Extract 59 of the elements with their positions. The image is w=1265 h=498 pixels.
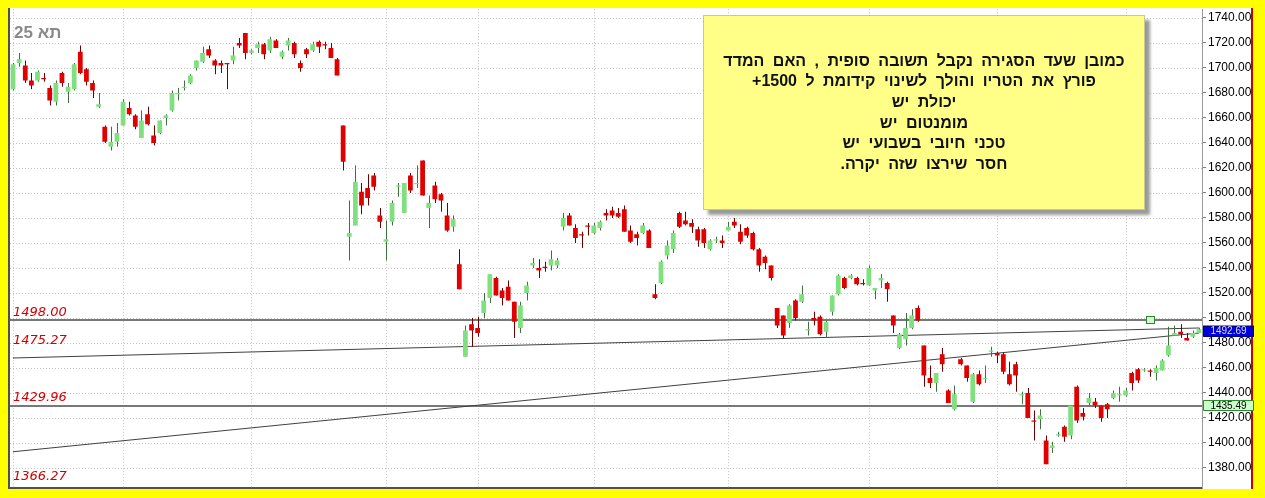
y-tick-label: 1540.00 [1208,260,1252,275]
candlestick [47,84,53,106]
candlestick [524,281,529,301]
y-tick-label: 1640.00 [1208,135,1252,150]
candlestick [139,109,144,139]
candlestick [829,294,835,316]
candlestick [835,273,841,296]
candlestick [145,106,150,126]
y-tick-label: 1580.00 [1208,210,1252,225]
candlestick [481,292,487,319]
y-tick-label: 1420.00 [1208,410,1252,425]
candlestick [952,384,957,411]
candlestick [793,298,798,321]
candlestick [518,301,523,334]
note-card: כמובן שעד הסגירה נקבל תשובה סופית , האם המדד פורץ את הטריו והולך לשינוי קידומת ל 1500+ יכולת יש מומנטום יש טכני חיובי בשבועי יש חסר שירצו שזה יקרה. [703,15,1145,210]
y-tick-label: 1700.00 [1208,60,1252,75]
candlestick [426,194,432,229]
text: 1435.49 [1210,399,1248,411]
y-tick-label: 1600.00 [1208,185,1252,200]
candlestick [432,181,438,204]
candlestick [53,79,59,106]
candlestick [346,199,352,261]
text: 1492.69 [1210,325,1248,337]
ref-line-label: 1498.00 [13,303,67,319]
candlestick [408,172,413,194]
candlestick [22,59,28,84]
y-tick-label: 1400.00 [1208,435,1252,450]
y-tick-label: 1380.00 [1208,460,1252,475]
annotation: 1366.27 [13,468,68,484]
text: תא 25 [14,23,62,43]
y-tick-label: 1460.00 [1208,360,1252,375]
candlestick [487,273,493,304]
candlestick [756,247,762,273]
candlestick [939,347,945,373]
candlestick [151,124,157,146]
candlestick [884,281,890,303]
candlestick [377,207,383,229]
ref-line-label: 1429.96 [13,388,67,404]
y-tick-label: 1720.00 [1208,35,1252,50]
annotation: כמובן שעד הסגירה נקבל תשובה סופית , האם המדד פורץ את הטריו והולך לשינוי קידומת ל 1500+ יכולת יש מומנטום יש טכני חיובי בשבועי יש חסר שירצו שזה יקרה. [723,50,1125,174]
y-tick-label: 1480.00 [1208,335,1252,350]
candlestick [646,228,652,249]
candlestick [787,303,792,329]
y-tick-label: 1560.00 [1208,235,1252,250]
candlestick [1031,409,1037,441]
candlestick [511,301,517,339]
y-tick-label: 1500.00 [1208,310,1252,325]
candlestick [383,219,389,261]
y-tick-label: 1520.00 [1208,285,1252,300]
candlestick [909,308,915,330]
candlestick [1165,326,1171,358]
y-tick-label: 1620.00 [1208,160,1252,175]
annotation: 1475.27 [13,332,68,348]
y-tick-label: 1440.00 [1208,385,1252,400]
candlestick [108,126,114,151]
y-tick-label: 1680.00 [1208,85,1252,100]
candlestick [1043,435,1049,465]
y-tick-label: 1660.00 [1208,110,1252,125]
y-tick-label: 1740.00 [1208,10,1252,25]
